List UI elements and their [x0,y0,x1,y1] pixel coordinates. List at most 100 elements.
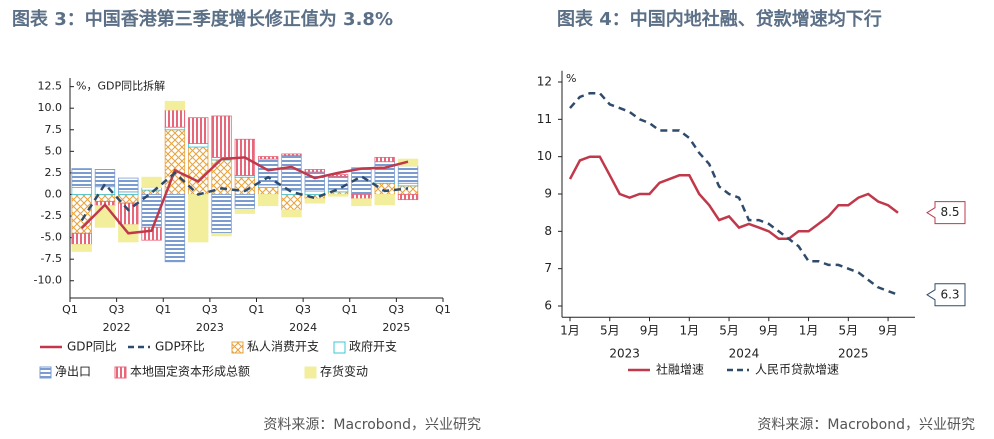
bar-segment [281,194,302,211]
bar-segment [188,194,209,243]
bar-segment [374,182,395,195]
bar-segment [257,158,279,186]
bar-segment [211,194,232,234]
legend-label: 私人消费开支 [247,340,319,354]
legend-label: 人民币贷款增速 [755,363,839,377]
bar-segment [397,185,419,195]
bar-segment [304,190,325,195]
bar-segment [257,194,279,207]
unit-label: %，GDP同比拆解 [76,79,165,93]
y-tick-label: -10.0 [34,274,62,287]
bar-segment [304,198,325,204]
year-label: 2024 [289,321,317,334]
y-tick-label: 7 [544,261,552,275]
legend-swatch [114,366,127,379]
y-tick-label: 8 [544,224,552,238]
x-tick-label: Q3 [202,303,218,316]
bar-segment [281,155,302,191]
series-line [80,171,409,222]
bar-segment [141,176,162,188]
bar-segment [164,100,186,111]
chart-title: 图表 3：中国香港第三季度增长修正值为 3.8% [12,8,393,30]
unit-label: % [566,72,576,85]
x-tick-label: Q1 [435,303,451,316]
legend-swatch [304,366,317,379]
y-tick-label: -5.0 [41,231,62,244]
bar-segment [94,205,116,228]
bar-segment [397,194,419,201]
bar-segment [234,194,256,210]
year-label: 2022 [103,321,131,334]
year-label: 2024 [729,347,760,361]
x-tick-label: Q1 [342,303,358,316]
y-tick-label: 12 [537,75,552,89]
x-tick-label: Q1 [155,303,171,316]
end-label-box [926,283,966,307]
bar-segment [71,232,92,245]
x-tick-label: 9月 [878,324,898,338]
bar-segment [281,153,302,157]
bar-segment [327,194,349,197]
x-tick-label: 1月 [560,324,580,338]
y-tick-label: 11 [537,112,552,126]
series-line [80,156,409,235]
y-tick-label: 12.5 [38,80,63,93]
y-tick-label: 7.5 [45,123,63,136]
x-tick-label: 1月 [799,324,819,338]
bar-segment [327,175,349,190]
legend-swatch [333,341,346,354]
year-label: 2023 [196,321,224,334]
y-tick-label: -7.5 [41,252,62,265]
bar-segment [257,187,279,195]
bar-segment [234,208,256,214]
year-label: 2023 [609,347,640,361]
x-tick-label: 5月 [719,324,739,338]
x-tick-label: Q3 [295,303,311,316]
bar-segment [188,143,209,148]
legend-label: 政府开支 [349,339,397,354]
bar-segment [71,187,92,195]
bar-segment [71,244,92,252]
bar-segment [141,189,162,195]
legend-label: 净出口 [55,365,91,379]
x-tick-label: Q1 [249,303,265,316]
legend-label: GDP同比 [67,340,117,354]
x-tick-label: 9月 [759,324,779,338]
bar-segment [374,194,395,206]
y-tick-label: 5.0 [45,144,63,157]
year-label: 2025 [838,347,869,361]
bar-segment [118,177,139,193]
bar-segment [304,169,325,173]
bar-segment [188,117,209,144]
bar-segment [351,198,372,207]
y-tick-label: 10.0 [38,101,63,114]
y-tick-label: 9 [544,187,552,201]
bar-segment [281,209,302,218]
bar-segment [71,168,92,188]
y-tick-label: -2.5 [41,209,62,222]
legend-label: 本地固定资本形成总额 [130,364,250,379]
x-tick-label: 1月 [679,324,699,338]
end-label-box [926,201,966,225]
bar-segment [257,156,279,160]
legend-swatch [231,341,244,354]
x-tick-label: 5月 [838,324,858,338]
y-tick-label: 10 [537,149,552,163]
x-tick-label: 5月 [600,324,620,338]
x-tick-label: Q3 [109,303,125,316]
x-tick-label: Q3 [389,303,405,316]
legend-label: GDP环比 [155,340,205,354]
source: 资料来源：Macrobond，兴业研究 [263,417,481,433]
bar-segment [164,109,186,128]
legend-label: 社融增速 [656,362,704,377]
y-tick-label: 6 [544,299,552,313]
bar-segment [94,169,116,188]
legend-swatch [39,366,52,379]
year-label: 2025 [382,321,410,334]
bar-segment [374,156,395,163]
bar-segment [397,165,419,184]
series-line [568,155,899,241]
source: 资料来源：Macrobond，兴业研究 [757,417,975,433]
y-tick-label: 2.5 [45,166,63,179]
